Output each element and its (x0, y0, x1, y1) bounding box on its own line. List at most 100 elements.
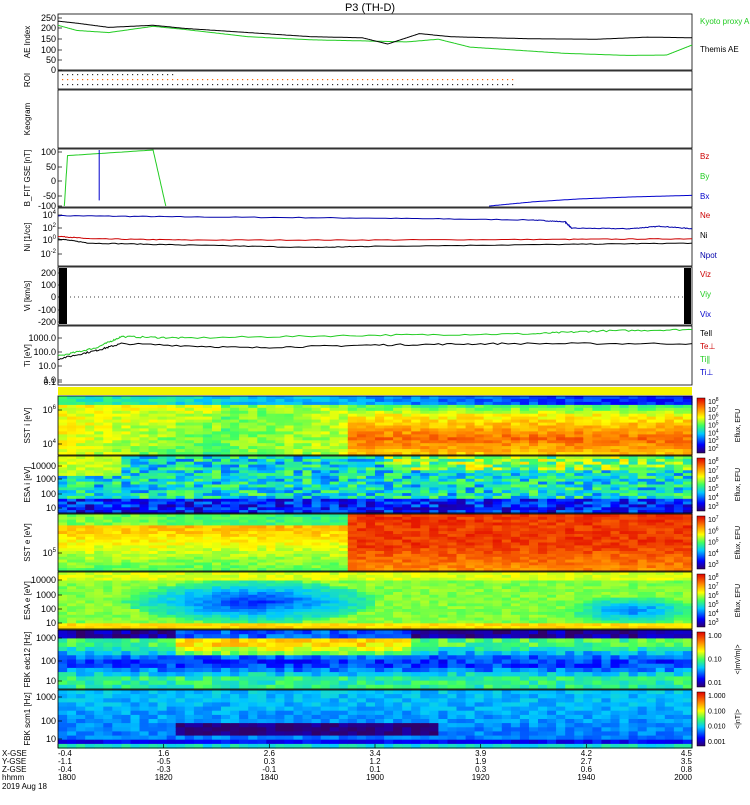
roi-dot (307, 84, 308, 85)
roi-dot (252, 84, 253, 85)
panel-ni (58, 208, 692, 266)
roi-dot (382, 84, 383, 85)
roi-dot (437, 79, 438, 80)
roi-dot (112, 79, 113, 80)
roi-dot (422, 84, 423, 85)
y-tick-label: 104 (43, 210, 57, 220)
roi-dot (167, 79, 168, 80)
roi-dot (67, 79, 68, 80)
roi-dot (347, 84, 348, 85)
panel-ylabel: ESA i [eV] (23, 466, 32, 502)
roi-dot (457, 79, 458, 80)
roi-dot (317, 84, 318, 85)
panel-frame (58, 90, 692, 148)
roi-dot (497, 79, 498, 80)
roi-dot (407, 79, 408, 80)
roi-dot (297, 79, 298, 80)
y-tick-label: 100 (41, 489, 56, 499)
legend-entry: Vix (700, 310, 711, 319)
roi-dot (72, 84, 73, 85)
roi-dot (302, 79, 303, 80)
series-line-npot (58, 215, 692, 229)
roi-dot (117, 84, 118, 85)
roi-dot (142, 84, 143, 85)
roi-dot (257, 79, 258, 80)
roi-dot (387, 84, 388, 85)
roi-dot (227, 79, 228, 80)
roi-dot (222, 79, 223, 80)
roi-dot (207, 84, 208, 85)
y-tick-label: 150 (41, 34, 56, 44)
y-tick-label: -50 (43, 191, 56, 201)
roi-dot (282, 79, 283, 80)
roi-dot (412, 84, 413, 85)
roi-dot (157, 79, 158, 80)
roi-dot (132, 84, 133, 85)
panel-roi (58, 71, 692, 89)
roi-dot (462, 79, 463, 80)
roi-dot (362, 84, 363, 85)
y-tick-label: 105 (43, 548, 57, 558)
roi-dot (187, 79, 188, 80)
panel-ylabel: Keogram (23, 102, 32, 135)
roi-dot (417, 84, 418, 85)
roi-dot (72, 74, 73, 75)
plot-title: P3 (TH-D) (345, 2, 395, 14)
legend-entry: Te⊥ (700, 342, 715, 351)
panel-ylabel: ROI (23, 73, 32, 87)
roi-dot (127, 84, 128, 85)
legend-entry: Bx (700, 192, 709, 201)
roi-dot (292, 84, 293, 85)
roi-dot (242, 84, 243, 85)
roi-dot (327, 84, 328, 85)
roi-dot (417, 79, 418, 80)
roi-dot (167, 84, 168, 85)
panel-ylabel: Vi [km/s] (23, 281, 32, 312)
roi-dot (172, 74, 173, 75)
roi-dot (347, 79, 348, 80)
roi-dot (152, 74, 153, 75)
colorbar (697, 398, 705, 453)
roi-dot (472, 84, 473, 85)
roi-dot (147, 79, 148, 80)
roi-dot (92, 79, 93, 80)
roi-dot (397, 79, 398, 80)
roi-dot (362, 79, 363, 80)
y-tick-label: 104 (43, 439, 57, 449)
colorbar-tick-label: 105 (708, 484, 719, 493)
roi-dot (87, 79, 88, 80)
y-tick-label: 200 (41, 268, 56, 278)
roi-dot (257, 84, 258, 85)
legend-entry: Ti⊥ (700, 368, 713, 377)
roi-dot (287, 84, 288, 85)
panel-ylabel: SST i [eV] (23, 408, 32, 444)
roi-dot (197, 79, 198, 80)
y-tick-label: 10.0 (38, 361, 56, 371)
roi-dot (282, 84, 283, 85)
roi-dot (232, 84, 233, 85)
y-tick-label: 102 (43, 223, 57, 233)
roi-dot (267, 84, 268, 85)
y-tick-label: 1000 (36, 474, 56, 484)
roi-dot (127, 74, 128, 75)
roi-dot (137, 74, 138, 75)
roi-dot (452, 79, 453, 80)
roi-dot (502, 84, 503, 85)
colorbar-tick-label: 106 (708, 526, 719, 535)
roi-dot (342, 79, 343, 80)
roi-dot (447, 84, 448, 85)
roi-dot (442, 79, 443, 80)
roi-dot (337, 79, 338, 80)
roi-dot (67, 74, 68, 75)
right-edge-band (684, 268, 691, 324)
roi-dot (332, 84, 333, 85)
series-line-bx (489, 195, 692, 206)
roi-dot (187, 84, 188, 85)
roi-dot (162, 74, 163, 75)
roi-dot (67, 84, 68, 85)
roi-dot (107, 79, 108, 80)
y-tick-label: 50 (46, 55, 56, 65)
roi-dot (332, 79, 333, 80)
roi-dot (477, 79, 478, 80)
